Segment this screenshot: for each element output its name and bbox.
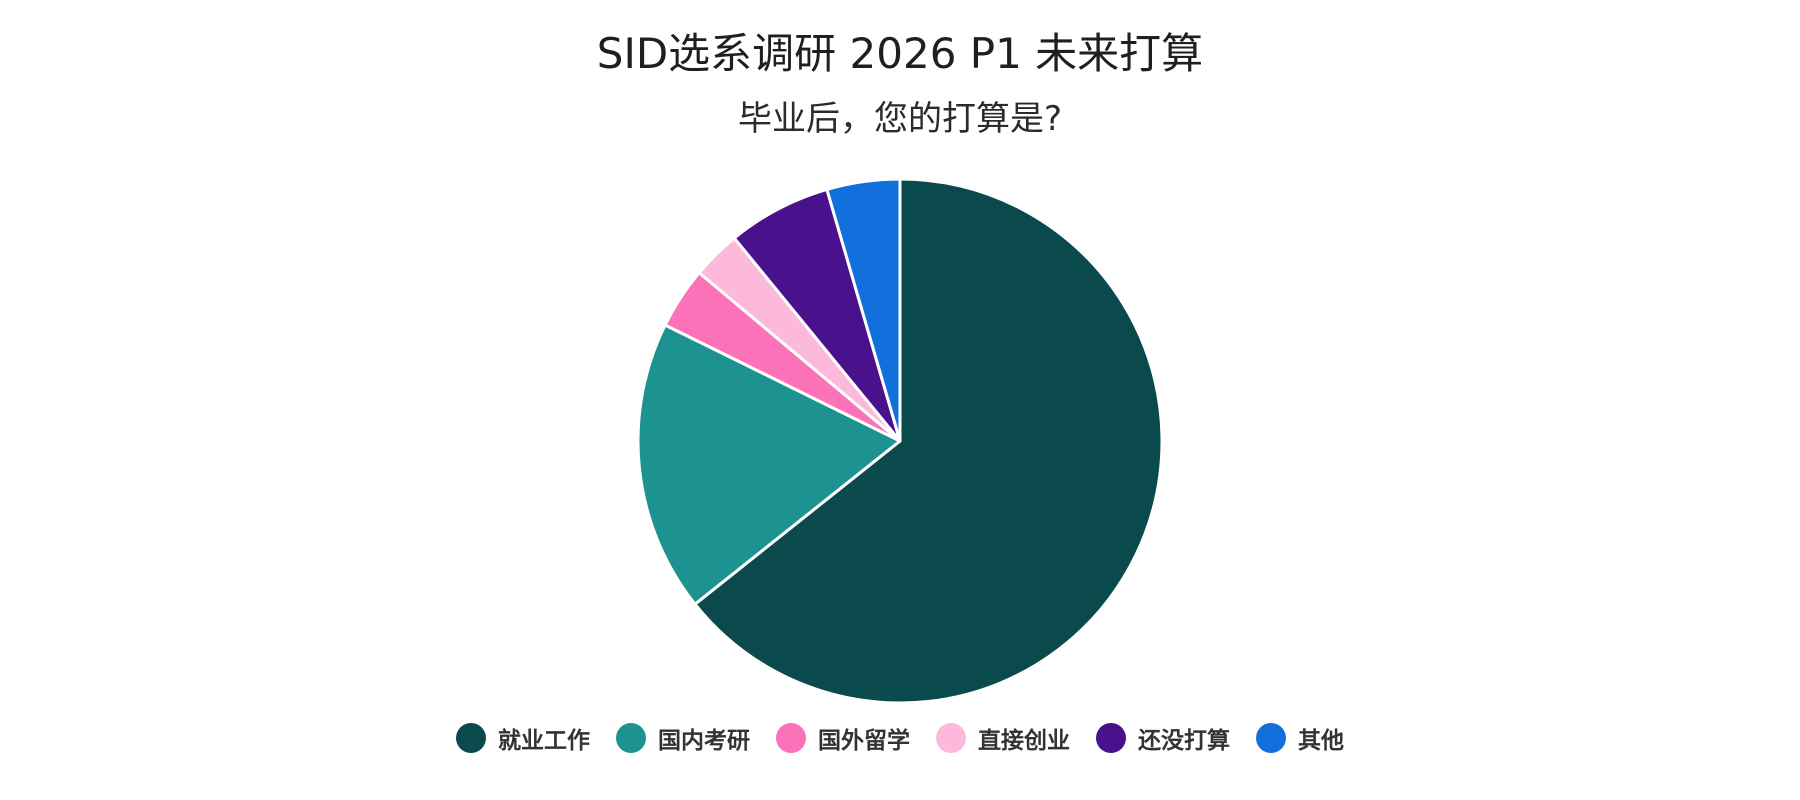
legend-swatch-icon	[776, 723, 806, 753]
legend-item-2[interactable]: 国内考研	[616, 721, 750, 755]
legend-label: 国内考研	[658, 728, 750, 754]
pie-slice-2[interactable]	[636, 323, 902, 606]
legend-swatch-icon	[936, 723, 966, 753]
chart-title: SID选系调研 2026 P1 未来打算	[596, 29, 1204, 78]
legend-item-5[interactable]: 还没打算	[1096, 721, 1230, 755]
legend-label: 还没打算	[1138, 728, 1230, 754]
legend-label: 直接创业	[978, 728, 1070, 754]
legend-item-1[interactable]: 就业工作	[456, 721, 590, 755]
legend-label: 其他	[1298, 728, 1344, 754]
legend-swatch-icon	[1096, 723, 1126, 753]
legend-item-4[interactable]: 直接创业	[936, 721, 1070, 755]
legend-label: 国外留学	[818, 728, 910, 754]
legend-swatch-icon	[616, 723, 646, 753]
legend-label: 就业工作	[498, 728, 590, 754]
pie-slice-1[interactable]	[693, 177, 1164, 705]
legend-item-6[interactable]: 其他	[1256, 721, 1344, 755]
chart-legend: 就业工作 国内考研 国外留学 直接创业 还没打算 其他	[0, 716, 1800, 760]
legend-swatch-icon	[1256, 723, 1286, 753]
legend-item-3[interactable]: 国外留学	[776, 721, 910, 755]
legend-swatch-icon	[456, 723, 486, 753]
chart-subtitle: 毕业后，您的打算是?	[737, 99, 1063, 139]
pie-slice-6[interactable]	[825, 177, 902, 443]
